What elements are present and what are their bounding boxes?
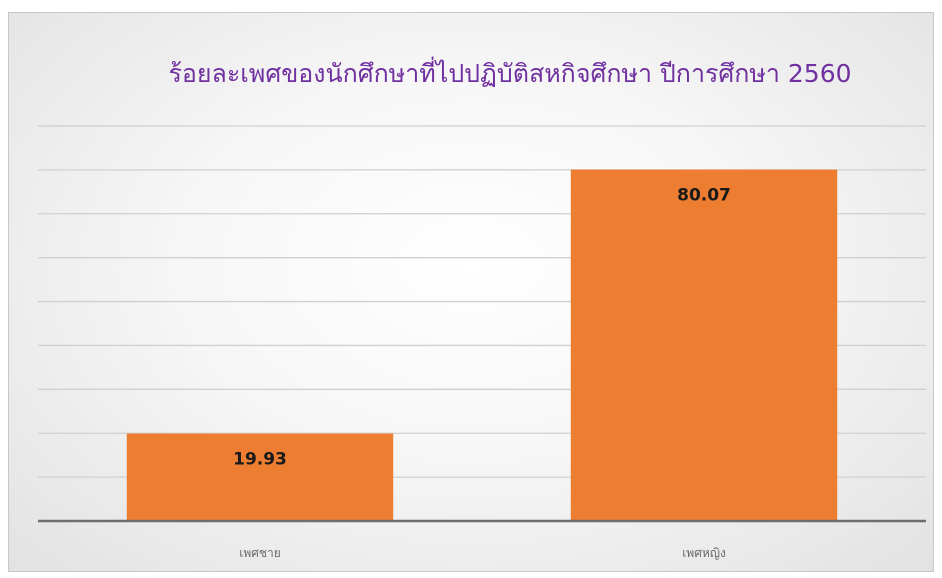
chart-title: ร้อยละเพศของนักศึกษาที่ไปปฏิบัติสหกิจศึก… <box>168 56 851 88</box>
bar-male <box>126 433 394 521</box>
labels: 19.93 เพศชาย 80.07 เพศหญิง <box>233 186 731 560</box>
category-label: เพศหญิง <box>682 546 726 560</box>
data-label: 19.93 <box>233 450 287 470</box>
data-label: 80.07 <box>677 186 731 206</box>
bars <box>126 169 838 521</box>
category-label: เพศชาย <box>239 546 281 560</box>
bar-female <box>570 169 838 521</box>
